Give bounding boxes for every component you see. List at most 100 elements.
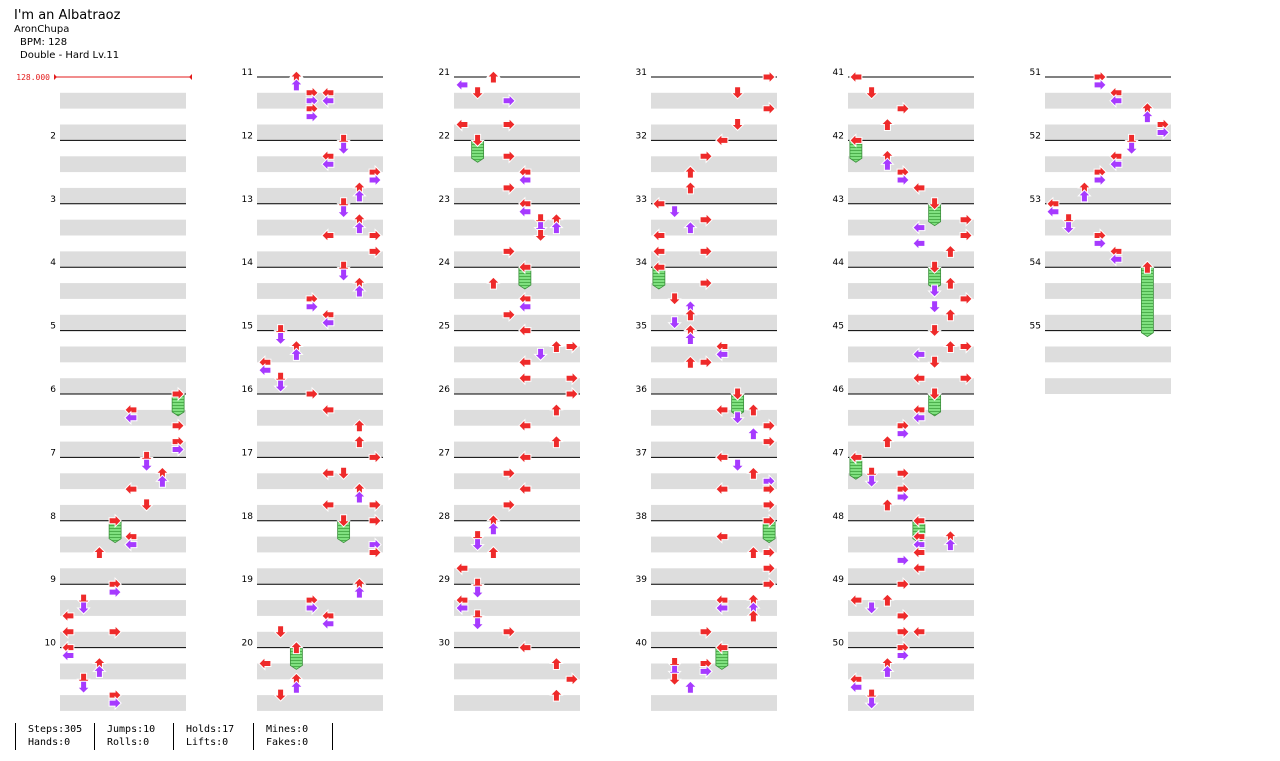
beat-stripe	[454, 156, 580, 173]
arrow-up	[943, 276, 958, 290]
arrow-up	[352, 490, 367, 504]
arrow-up	[943, 537, 958, 552]
arrow-left	[849, 450, 863, 465]
measure-label: 31	[636, 68, 647, 78]
beat-stripe	[1045, 219, 1171, 236]
stat-line: Holds:17	[186, 724, 235, 735]
arrow-left	[518, 450, 532, 465]
arrow-left	[455, 117, 469, 132]
measure-label: 33	[636, 195, 647, 205]
measure-label: 3	[50, 195, 56, 205]
arrow-right	[699, 212, 713, 227]
arrow-down	[667, 316, 682, 330]
arrow-left	[518, 418, 532, 433]
beat-stripe	[257, 92, 383, 109]
arrow-right	[565, 339, 579, 354]
beat-stripe	[848, 600, 974, 616]
beat-stripe	[651, 600, 777, 616]
beat-stripe	[651, 473, 777, 490]
measure-label: 53	[1030, 195, 1041, 205]
measure-label: 14	[242, 258, 254, 268]
arrow-left	[715, 640, 729, 655]
measure-label: 30	[439, 639, 451, 649]
arrow-down	[730, 411, 745, 425]
measure-label: 22	[439, 131, 450, 141]
arrow-right	[502, 180, 516, 196]
measure-label: 49	[833, 575, 845, 585]
arrow-right	[565, 386, 579, 402]
arrow-right	[762, 576, 776, 592]
beat-stripe	[60, 346, 186, 363]
beat-stripe	[257, 409, 383, 426]
beat-stripe	[257, 251, 383, 268]
arrow-up	[746, 609, 761, 623]
beat-stripe	[60, 283, 186, 299]
measure-label: 54	[1030, 258, 1042, 268]
arrow-left	[849, 133, 863, 148]
arrow-right	[896, 553, 910, 568]
measure-label: 8	[50, 512, 56, 522]
arrow-right	[699, 355, 713, 370]
measure-label: 9	[50, 575, 56, 585]
arrow-left	[652, 259, 666, 275]
arrow-down	[730, 387, 745, 401]
arrow-up	[880, 498, 895, 512]
arrow-left	[715, 133, 729, 148]
arrow-right	[502, 149, 516, 164]
arrow-down	[864, 601, 879, 615]
arrow-right	[502, 624, 516, 640]
beat-stripe	[848, 631, 974, 648]
beat-stripe	[454, 695, 580, 711]
beat-stripe	[257, 346, 383, 363]
arrow-left	[61, 648, 75, 663]
arrow-left	[455, 561, 469, 576]
arrow-left	[518, 299, 532, 315]
arrow-right	[959, 291, 973, 307]
arrow-right	[896, 172, 910, 188]
arrow-up	[486, 545, 501, 559]
song-bpm: BPM: 128	[20, 37, 68, 48]
arrow-up	[549, 339, 564, 353]
arrow-up	[683, 165, 698, 179]
beat-stripe	[651, 409, 777, 426]
beat-stripe	[454, 346, 580, 363]
beat-stripe	[454, 251, 580, 268]
arrow-up	[155, 474, 170, 488]
arrow-down	[336, 514, 351, 528]
beat-stripe	[651, 219, 777, 236]
arrow-left	[912, 180, 926, 196]
arrow-up	[352, 434, 367, 449]
beat-stripe	[257, 378, 383, 394]
arrow-down	[470, 538, 485, 552]
beat-stripe	[454, 124, 580, 141]
stat-block: Mines:0 Fakes:0	[253, 723, 333, 750]
beat-stripe	[848, 251, 974, 268]
arrow-up	[746, 403, 761, 417]
beat-stripe	[60, 695, 186, 711]
arrow-down	[336, 205, 351, 219]
beat-stripe	[848, 663, 974, 680]
arrow-right	[502, 117, 516, 132]
stat-block: Holds:17 Lifts:0	[173, 723, 252, 750]
beat-stripe	[454, 409, 580, 426]
step-chart: 2345678910111213141516171819202122232425…	[16, 68, 1171, 711]
measure-label: 4	[50, 258, 56, 268]
arrow-right	[108, 695, 122, 711]
beat-stripe	[454, 663, 580, 680]
arrow-right	[502, 466, 516, 481]
beat-stripe	[454, 536, 580, 553]
arrow-left	[518, 355, 532, 370]
arrow-right	[368, 513, 382, 529]
beat-stripe	[60, 504, 186, 521]
song-difficulty: Double - Hard Lv.11	[20, 50, 120, 61]
beat-stripe	[651, 663, 777, 680]
measure-label: 12	[242, 131, 253, 141]
arrow-left	[912, 236, 926, 251]
arrow-up	[92, 545, 107, 559]
arrow-right	[108, 584, 122, 600]
beat-stripe	[257, 631, 383, 648]
arrow-down	[667, 292, 682, 306]
arrow-right	[699, 664, 713, 679]
arrow-left	[455, 600, 469, 616]
song-artist: AronChupa	[14, 24, 70, 35]
